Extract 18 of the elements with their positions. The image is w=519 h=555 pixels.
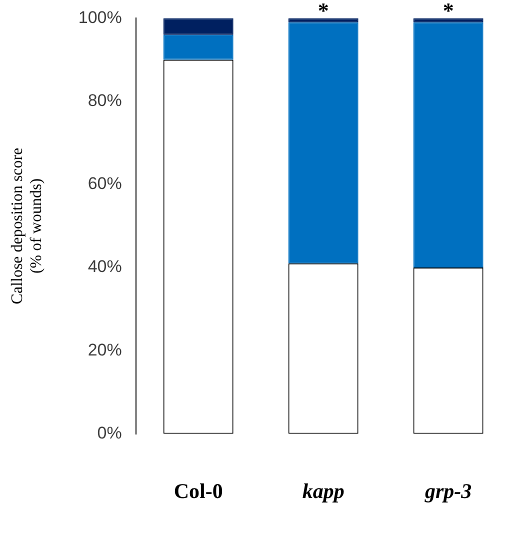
y-tick-label: 100% xyxy=(78,8,122,27)
bar xyxy=(413,18,484,22)
y-tick-label: 40% xyxy=(88,257,122,276)
y-tick-label: 20% xyxy=(88,340,122,360)
x-tick-label: kapp xyxy=(302,478,344,503)
annotation: * xyxy=(442,0,454,23)
x-tick-label: grp-3 xyxy=(424,478,472,503)
bar xyxy=(413,22,484,268)
bar xyxy=(288,22,358,264)
bar xyxy=(163,34,234,60)
x-tick-label: Col-0 xyxy=(174,478,223,503)
y-tick-label: 80% xyxy=(88,91,122,110)
annotation: * xyxy=(318,0,329,23)
y-tick-label: 0% xyxy=(97,423,122,442)
y-tick-label: 60% xyxy=(88,174,122,194)
bar xyxy=(288,18,358,22)
bar xyxy=(163,18,234,35)
y-axis-title: Callose deposition score (% of wounds) xyxy=(8,148,46,304)
